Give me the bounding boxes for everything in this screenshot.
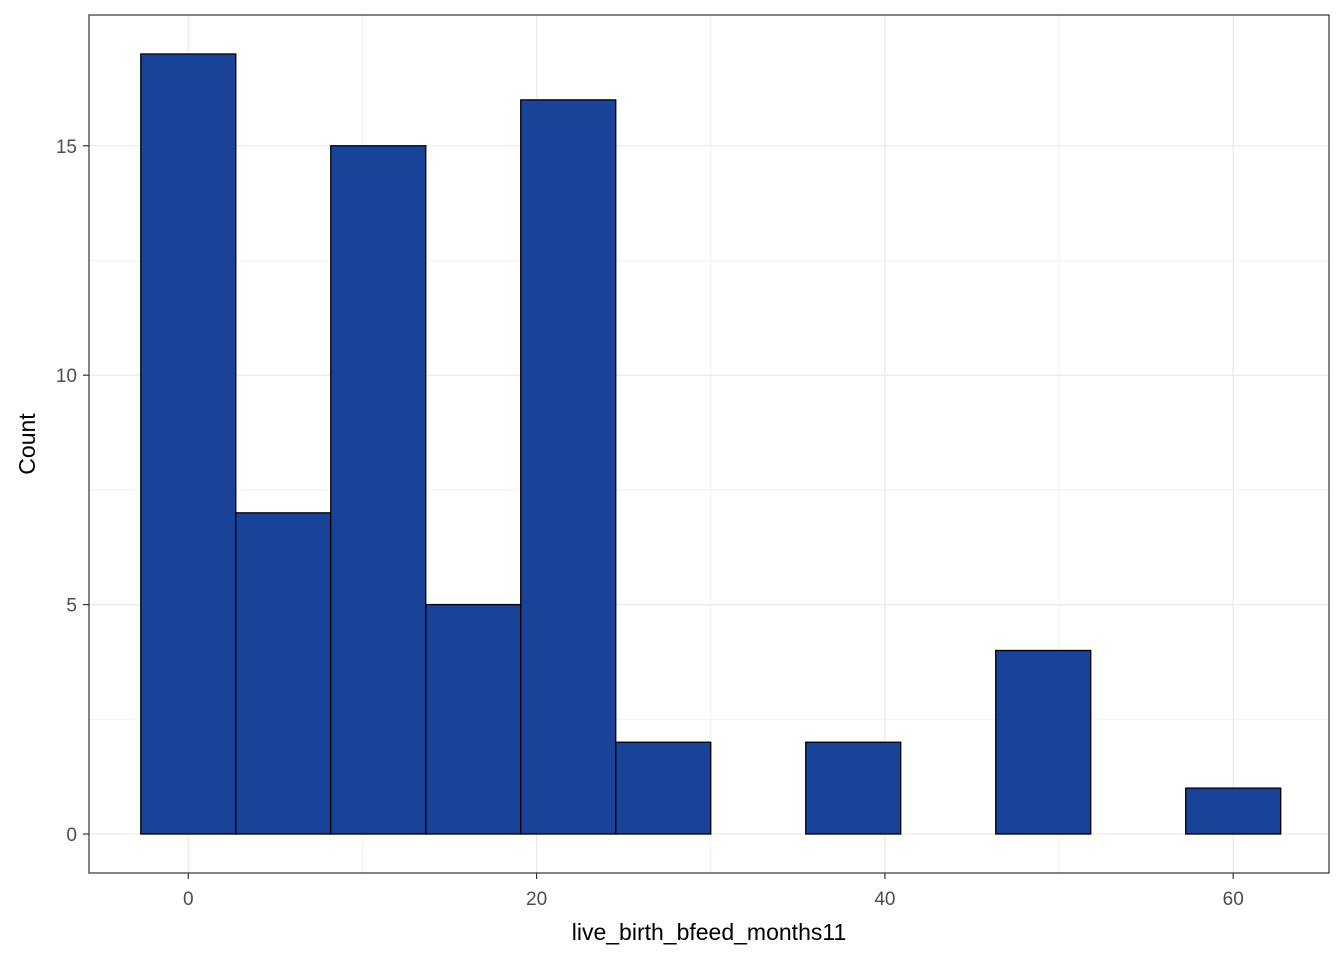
x-tick-label: 20	[526, 889, 547, 910]
histogram-bar	[235, 512, 332, 835]
histogram-bar	[1185, 787, 1282, 835]
x-tick-label: 60	[1223, 889, 1244, 910]
y-axis-ticks: 0 5 10 15	[56, 137, 89, 846]
x-tick-label: 40	[874, 889, 895, 910]
y-tick-label: 5	[66, 596, 77, 617]
panel-border	[88, 14, 1330, 874]
histogram-bars	[140, 53, 1282, 835]
histogram-bar	[520, 99, 617, 835]
x-tick-label: 0	[183, 889, 194, 910]
histogram-bar	[330, 145, 427, 835]
histogram-bar	[140, 53, 237, 835]
histogram-bar	[805, 741, 902, 835]
x-axis-title: live_birth_bfeed_months11	[572, 919, 846, 945]
y-tick-label: 10	[56, 366, 77, 387]
y-tick-label: 0	[66, 825, 77, 846]
x-axis-ticks: 0 20 40 60	[183, 873, 1244, 910]
histogram-bar	[615, 741, 712, 835]
histogram-bar	[425, 603, 522, 835]
histogram-bar	[995, 649, 1092, 835]
y-tick-label: 15	[56, 137, 77, 158]
y-axis-title: Count	[14, 413, 40, 475]
